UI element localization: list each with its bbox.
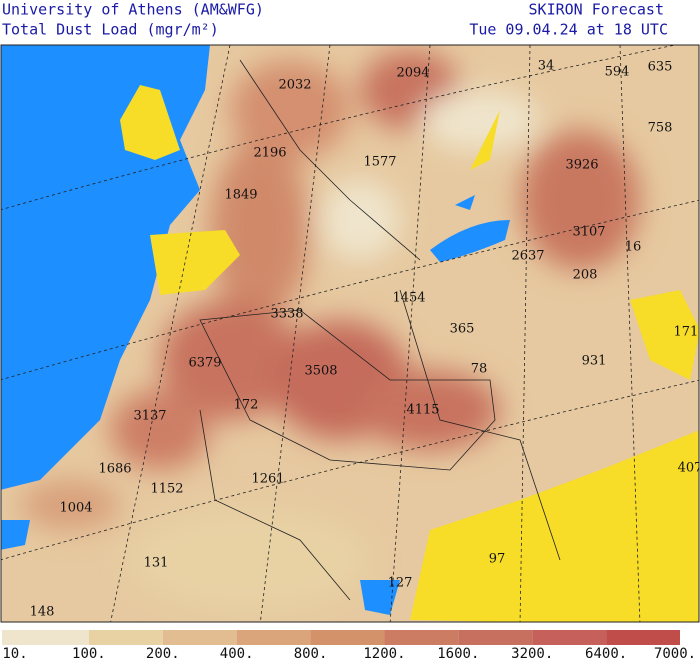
black-sea (430, 220, 510, 262)
map-value-label: 3338 (270, 307, 303, 322)
map-value-label: 2094 (396, 66, 429, 81)
map-value-label: 1454 (392, 291, 425, 306)
map-value-label: 3107 (572, 225, 605, 240)
institution: University of Athens (AM&WFG) (2, 1, 264, 19)
colorbar-label: 100. (72, 646, 106, 662)
colorbar-swatch (310, 630, 385, 645)
map-value-label: 594 (605, 65, 630, 80)
map-value-label: 131 (144, 556, 169, 571)
map-value-label: 16 (625, 240, 642, 255)
colorbar: 10. 100. 200. 400. 800. 1200. 1600. 3200. 6400. 7… (2, 630, 696, 662)
uk (120, 85, 180, 160)
map: 2032 2094 34 594 635 758 2196 1577 3926 1849 3107 1… (1, 45, 700, 622)
map-value-label: 758 (648, 121, 673, 136)
map-value-label: 97 (489, 552, 506, 567)
yellow-east (630, 290, 699, 380)
yellow-south-east (410, 430, 699, 622)
colorbar-swatch (606, 630, 680, 645)
product: SKIRON Forecast (529, 1, 664, 19)
colorbar-swatch (532, 630, 607, 645)
value-labels: 2032 2094 34 594 635 758 2196 1577 3926 1849 3107 1… (30, 59, 700, 620)
map-value-label: 1004 (59, 501, 92, 516)
colorbar-swatch (384, 630, 459, 645)
colorbar-label: 10. (2, 646, 27, 662)
map-value-label: 148 (30, 605, 55, 620)
map-value-label: 34 (538, 59, 555, 74)
map-value-label: 2196 (253, 146, 286, 161)
map-value-label: 3508 (304, 364, 337, 379)
graticule (1, 45, 699, 622)
map-value-label: 931 (582, 354, 607, 369)
map-value-label: 172 (234, 398, 259, 413)
map-value-label: 3137 (133, 409, 166, 424)
map-value-label: 1577 (363, 155, 396, 170)
colorbar-label: 6400. (585, 646, 627, 662)
lake (360, 580, 400, 615)
borders (199, 59, 561, 601)
map-value-label: 2637 (511, 249, 544, 264)
map-value-label: 365 (450, 322, 475, 337)
colorbar-swatch (458, 630, 533, 645)
map-value-label: 1712 (673, 325, 700, 340)
colorbar-swatch (236, 630, 311, 645)
colorbar-label: 1600. (437, 646, 479, 662)
map-value-label: 1849 (224, 188, 257, 203)
valid-time: Tue 09.04.24 at 18 UTC (469, 21, 668, 39)
colorbar-label: 800. (294, 646, 328, 662)
map-value-label: 4115 (406, 403, 439, 418)
map-value-label: 1686 (98, 462, 131, 477)
map-value-label: 208 (573, 268, 598, 283)
yellow-patch (470, 110, 500, 170)
colorbar-swatch (162, 630, 237, 645)
caspian (455, 195, 475, 210)
colorbar-label: 7000. (654, 646, 696, 662)
sea (1, 520, 30, 550)
map-value-label: 635 (648, 60, 673, 75)
map-value-label: 407 (678, 461, 700, 476)
map-value-label: 1152 (150, 482, 183, 497)
dust-field (20, 50, 640, 610)
map-value-label: 78 (471, 362, 488, 377)
map-value-label: 6379 (188, 356, 221, 371)
map-value-label: 127 (388, 576, 413, 591)
colorbar-label: 1200. (363, 646, 405, 662)
map-value-label: 3926 (565, 158, 598, 173)
colorbar-swatch (88, 630, 163, 645)
colorbar-swatch (2, 630, 89, 645)
map-frame (0, 44, 700, 623)
colorbar-label: 400. (220, 646, 254, 662)
map-value-label: 1261 (251, 472, 284, 487)
iberia (150, 230, 240, 295)
field-title: Total Dust Load (mgr/m²) (2, 21, 219, 39)
map-value-label: 2032 (278, 78, 311, 93)
colorbar-label: 200. (146, 646, 180, 662)
colorbar-label: 3200. (511, 646, 553, 662)
